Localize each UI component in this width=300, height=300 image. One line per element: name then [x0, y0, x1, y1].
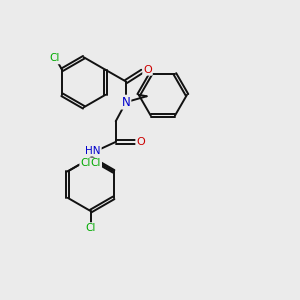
Text: Cl: Cl	[85, 223, 96, 233]
Text: Cl: Cl	[91, 158, 101, 168]
Text: O: O	[136, 137, 145, 147]
Text: N: N	[122, 96, 130, 109]
Text: O: O	[143, 65, 152, 75]
Text: Cl: Cl	[80, 158, 91, 168]
Text: HN: HN	[85, 146, 101, 156]
Text: Cl: Cl	[50, 53, 60, 63]
